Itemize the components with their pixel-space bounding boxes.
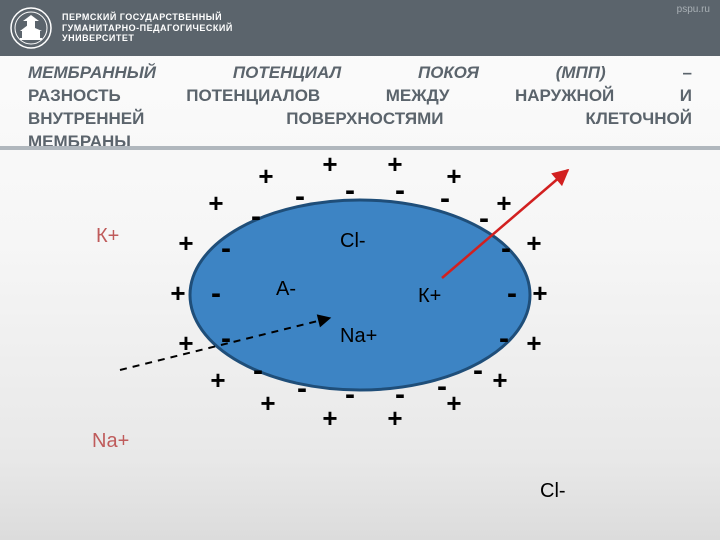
minus-charge: -	[507, 277, 517, 310]
plus-charge: +	[322, 403, 337, 433]
minus-charge: -	[479, 202, 489, 235]
plus-charge: +	[492, 365, 507, 395]
minus-charge: -	[253, 354, 263, 387]
plus-charge: +	[170, 278, 185, 308]
minus-charge: -	[501, 232, 511, 265]
site-label: pspu.ru	[677, 4, 710, 15]
minus-charge: -	[437, 370, 447, 403]
plus-charge: +	[526, 228, 541, 258]
minus-charge: -	[295, 180, 305, 213]
ion-inside-label: К+	[418, 285, 441, 308]
ion-inside-label: Сl-	[340, 230, 366, 253]
plus-charge: +	[178, 328, 193, 358]
plus-charge: +	[178, 228, 193, 258]
ion-outside-label: Сl-	[540, 480, 566, 503]
plus-charge: +	[322, 150, 337, 179]
minus-charge: -	[221, 232, 231, 265]
plus-charge: +	[446, 388, 461, 418]
plus-charge: +	[258, 161, 273, 191]
minus-charge: -	[297, 372, 307, 405]
plus-charge: +	[496, 188, 511, 218]
minus-charge: -	[395, 174, 405, 207]
plus-charge: +	[208, 188, 223, 218]
university-crest-icon	[10, 7, 52, 49]
ion-inside-label: Na+	[340, 325, 377, 348]
minus-charge: -	[345, 378, 355, 411]
minus-charge: -	[345, 174, 355, 207]
minus-charge: -	[251, 200, 261, 233]
university-name: ПЕРМСКИЙ ГОСУДАРСТВЕННЫЙ ГУМАНИТАРНО-ПЕД…	[62, 12, 233, 43]
plus-charge: +	[532, 278, 547, 308]
minus-charge: -	[211, 277, 221, 310]
minus-charge: -	[499, 322, 509, 355]
minus-charge: -	[473, 354, 483, 387]
minus-charge: -	[440, 182, 450, 215]
membrane-diagram: ++++++++++++++++++------------------ Сl-…	[0, 150, 720, 540]
plus-charge: +	[210, 365, 225, 395]
plus-charge: +	[260, 388, 275, 418]
header-bar: ПЕРМСКИЙ ГОСУДАРСТВЕННЫЙ ГУМАНИТАРНО-ПЕД…	[0, 0, 720, 56]
minus-charge: -	[221, 322, 231, 355]
plus-charge: +	[526, 328, 541, 358]
minus-charge: -	[395, 378, 405, 411]
ion-outside-label: Na+	[92, 430, 129, 453]
ion-inside-label: А-	[276, 278, 296, 301]
ion-outside-label: К+	[96, 225, 119, 248]
